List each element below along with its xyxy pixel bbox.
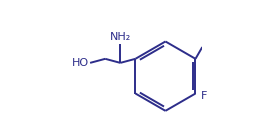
Text: NH₂: NH₂ [110, 33, 131, 42]
Text: F: F [201, 91, 207, 101]
Text: HO: HO [72, 58, 89, 68]
